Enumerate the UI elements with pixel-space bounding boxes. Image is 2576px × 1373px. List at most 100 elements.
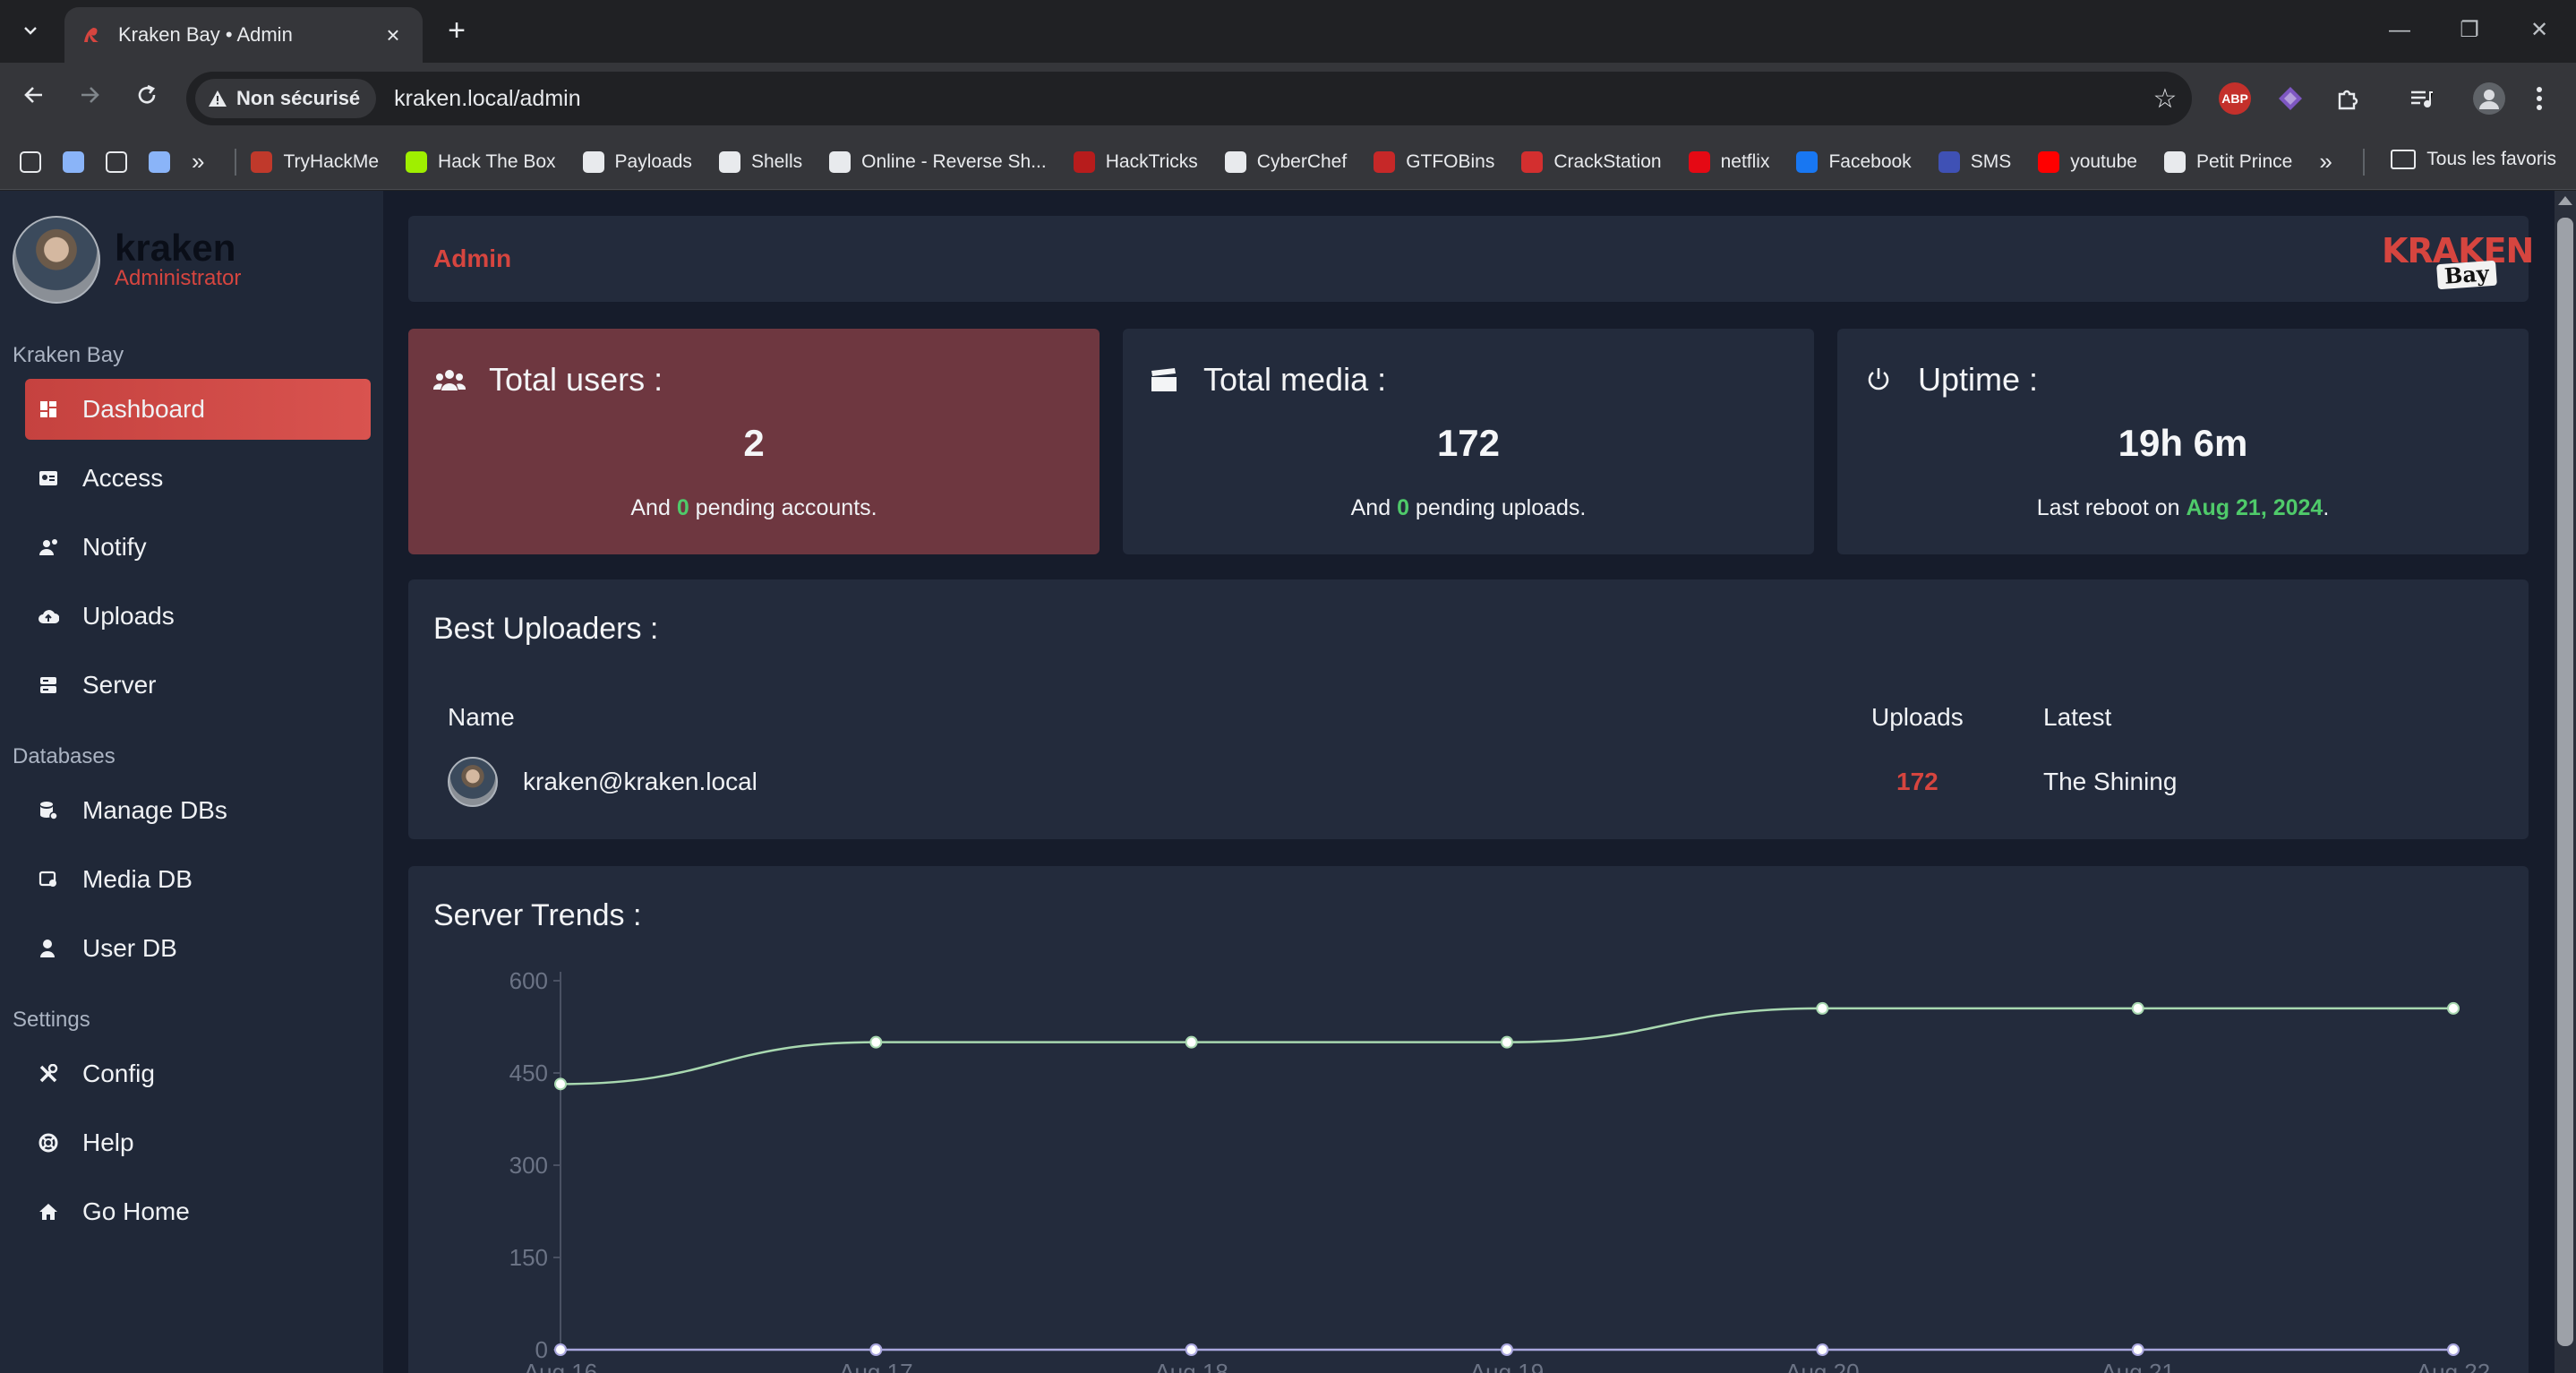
sidebar-item-go-home[interactable]: Go Home xyxy=(25,1181,371,1242)
bookmark-item[interactable]: Payloads xyxy=(582,150,692,173)
bookmark-item[interactable]: TryHackMe xyxy=(251,150,379,173)
id-card-icon xyxy=(39,471,57,485)
sidebar-item-label: Manage DBs xyxy=(82,796,227,824)
bookmark-item[interactable]: CrackStation xyxy=(1521,150,1662,173)
bookmark-item[interactable]: Facebook xyxy=(1796,150,1912,173)
bookmark-favicon-icon xyxy=(1521,150,1544,173)
bookmarks-divider xyxy=(235,148,237,176)
sidebar-item-label: Go Home xyxy=(82,1197,190,1225)
bookmark-item[interactable]: CyberChef xyxy=(1224,150,1347,173)
uploader-latest[interactable]: The Shining xyxy=(2043,768,2178,795)
bookmark-favicon-icon xyxy=(582,150,604,173)
security-label: Non sécurisé xyxy=(236,87,361,109)
sidebar-item-uploads[interactable]: Uploads xyxy=(25,586,371,647)
adblock-extension-icon[interactable]: ABP xyxy=(2219,82,2251,115)
stat-value: 2 xyxy=(743,422,765,464)
sidebar-item-label: Notify xyxy=(82,533,147,561)
bookmark-favicon-icon xyxy=(1938,150,1960,173)
new-tab-button[interactable]: + xyxy=(448,13,466,47)
profile-username: kraken xyxy=(115,227,236,269)
uploader-count: 172 xyxy=(1896,768,1938,795)
sidebar-item-label: Help xyxy=(82,1128,134,1156)
card-title: Server Trends : xyxy=(433,898,642,932)
series-point-1 xyxy=(2447,1343,2460,1356)
all-bookmarks-folder[interactable]: Tous les favoris xyxy=(2391,149,2556,170)
bookmark-favicon-icon xyxy=(1796,150,1819,173)
bookmark-item[interactable]: Online - Reverse Sh... xyxy=(829,150,1047,173)
sidebar: kraken Administrator Kraken Bay Dashboar… xyxy=(0,191,383,1373)
sidebar-item-user-db[interactable]: User DB xyxy=(25,918,371,979)
bookmark-label: Facebook xyxy=(1828,150,1912,172)
sidebar-item-access[interactable]: Access xyxy=(25,448,371,509)
bookmark-item[interactable]: netflix xyxy=(1688,150,1770,173)
sidebar-item-help[interactable]: Help xyxy=(25,1112,371,1173)
address-bar[interactable]: Non sécurisé kraken.local/admin ☆ xyxy=(186,72,2192,125)
all-bookmarks-label: Tous les favoris xyxy=(2426,149,2556,169)
bookmark-app-icon[interactable] xyxy=(63,150,84,173)
extensions-puzzle-icon[interactable] xyxy=(2332,82,2364,115)
bookmark-label: Shells xyxy=(750,150,803,172)
tab-search-button[interactable] xyxy=(13,13,48,48)
bookmark-label: netflix xyxy=(1720,150,1770,172)
series-point-1 xyxy=(1816,1343,1829,1356)
bookmarks-overflow-icon[interactable]: » xyxy=(192,148,205,175)
bookmark-item[interactable]: HackTricks xyxy=(1073,150,1198,173)
sidebar-item-config[interactable]: Config xyxy=(25,1043,371,1104)
scroll-up-icon[interactable] xyxy=(2558,196,2572,205)
bookmarks-bar: » TryHackMe Hack The Box Payloads Shells Onl… xyxy=(0,134,2576,190)
extension-diamond-icon[interactable] xyxy=(2274,82,2306,115)
y-tick-label: 450 xyxy=(509,1060,548,1086)
cloud-upload-icon xyxy=(39,610,59,623)
forward-button[interactable] xyxy=(72,81,107,116)
sidebar-item-media-db[interactable]: Media DB xyxy=(25,849,371,910)
stat-subtext: And 0 pending uploads. xyxy=(1350,495,1587,520)
clapperboard-icon xyxy=(1151,368,1177,391)
bookmark-item[interactable]: youtube xyxy=(2038,150,2137,173)
x-tick-label: Aug 18 xyxy=(1154,1359,1228,1373)
uploader-name[interactable]: kraken@kraken.local xyxy=(523,768,757,795)
sidebar-item-dashboard[interactable]: Dashboard xyxy=(25,379,371,440)
bookmark-label: GTFOBins xyxy=(1406,150,1495,172)
page-scrollbar[interactable] xyxy=(2555,191,2576,1373)
sidebar-item-server[interactable]: Server xyxy=(25,655,371,716)
minimize-button[interactable]: — xyxy=(2389,18,2410,42)
back-button[interactable] xyxy=(16,81,52,116)
bookmark-app-icon[interactable] xyxy=(149,150,170,173)
stat-value: 172 xyxy=(1436,422,1501,464)
bookmark-item[interactable]: Petit Prince xyxy=(2163,150,2293,173)
stat-value: 19h 6m xyxy=(2118,422,2248,464)
sidebar-item-notify[interactable]: Notify xyxy=(25,517,371,578)
bookmark-app-icon[interactable] xyxy=(106,150,127,173)
close-window-button[interactable]: ✕ xyxy=(2529,18,2549,42)
tab-close-icon[interactable]: × xyxy=(386,21,400,48)
sidebar-item-manage-dbs[interactable]: Manage DBs xyxy=(25,780,371,841)
scrollbar-thumb[interactable] xyxy=(2557,218,2573,1346)
url-text[interactable]: kraken.local/admin xyxy=(394,85,581,111)
bookmark-item[interactable]: Shells xyxy=(718,150,803,173)
bookmark-item[interactable]: GTFOBins xyxy=(1374,150,1495,173)
bookmark-item[interactable]: SMS xyxy=(1938,150,2011,173)
bookmark-favicon-icon xyxy=(1073,150,1095,173)
kraken-bay-logo[interactable]: KRAKEN Bay xyxy=(2382,231,2534,290)
bookmark-app-icon[interactable] xyxy=(20,150,41,173)
stat-card-media: Total media : 172 And 0 pending uploads. xyxy=(1123,329,1814,554)
reload-button[interactable] xyxy=(129,81,165,116)
home-icon xyxy=(39,1204,57,1220)
arrow-right-icon xyxy=(81,87,99,103)
browser-menu-icon[interactable] xyxy=(2523,82,2555,115)
restore-button[interactable]: ❐ xyxy=(2460,18,2479,42)
browser-tab-active[interactable]: Kraken Bay • Admin × xyxy=(64,7,423,63)
security-chip[interactable]: Non sécurisé xyxy=(195,79,377,118)
sidebar-item-label: Uploads xyxy=(82,602,175,630)
profile-avatar-icon[interactable] xyxy=(2473,82,2505,115)
bookmark-star-icon[interactable]: ☆ xyxy=(2152,83,2178,114)
y-tick-label: 150 xyxy=(509,1244,548,1271)
media-controls-icon[interactable] xyxy=(2405,82,2437,115)
bookmark-label: HackTricks xyxy=(1105,150,1198,172)
bookmark-item[interactable]: Hack The Box xyxy=(406,150,556,173)
bookmarks-overflow-icon[interactable]: » xyxy=(2319,148,2332,175)
user-profile[interactable]: kraken Administrator xyxy=(13,216,241,304)
bookmark-label: Petit Prince xyxy=(2195,150,2293,172)
series-point-1 xyxy=(554,1343,567,1356)
bookmark-favicon-icon xyxy=(2038,150,2060,173)
